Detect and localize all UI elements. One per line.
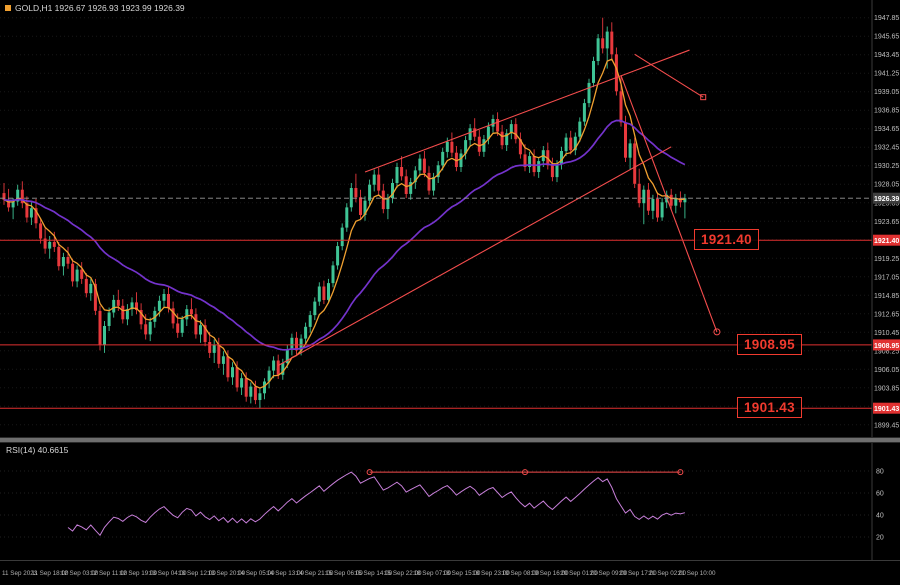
svg-text:1941.25: 1941.25 xyxy=(874,71,899,78)
svg-text:15 Sep 06:00: 15 Sep 06:00 xyxy=(325,570,363,577)
panel-divider[interactable] xyxy=(0,437,900,443)
chart-symbol-header: GOLD,H1 1926.67 1926.93 1923.99 1926.39 xyxy=(5,3,185,13)
svg-text:1928.05: 1928.05 xyxy=(874,182,899,189)
candlestick-chart[interactable]: 1899.451901.651903.851906.051908.251910.… xyxy=(0,0,900,437)
rsi-chart[interactable]: 20 40 60 80 xyxy=(0,443,900,560)
symbol-marker-icon xyxy=(5,5,11,11)
svg-text:1939.05: 1939.05 xyxy=(874,89,899,96)
svg-text:1914.85: 1914.85 xyxy=(874,293,899,300)
svg-text:20: 20 xyxy=(876,535,884,542)
svg-text:1947.85: 1947.85 xyxy=(874,15,899,22)
svg-text:20 Sep 09:00: 20 Sep 09:00 xyxy=(590,570,628,577)
svg-text:1901.43: 1901.43 xyxy=(874,406,899,413)
price-chart-panel[interactable]: 1899.451901.651903.851906.051908.251910.… xyxy=(0,0,900,437)
svg-text:13 Sep 12:00: 13 Sep 12:00 xyxy=(178,570,216,577)
svg-text:21 Sep 02:00: 21 Sep 02:00 xyxy=(649,570,687,577)
svg-text:12 Sep 03:00: 12 Sep 03:00 xyxy=(61,570,99,577)
svg-text:18 Sep 07:00: 18 Sep 07:00 xyxy=(414,570,452,577)
svg-text:12 Sep 11:00: 12 Sep 11:00 xyxy=(90,570,127,577)
price-level-label-1921[interactable]: 1921.40 xyxy=(694,229,759,251)
svg-text:1917.05: 1917.05 xyxy=(874,274,899,281)
svg-text:11 Sep 18:00: 11 Sep 18:00 xyxy=(31,570,68,577)
svg-text:1926.39: 1926.39 xyxy=(874,196,899,203)
svg-text:19 Sep 08:00: 19 Sep 08:00 xyxy=(502,570,540,577)
svg-text:1932.45: 1932.45 xyxy=(874,145,899,152)
svg-text:1912.65: 1912.65 xyxy=(874,311,899,318)
svg-text:13 Sep 04:00: 13 Sep 04:00 xyxy=(149,570,187,577)
svg-text:60: 60 xyxy=(876,491,884,498)
svg-text:1943.45: 1943.45 xyxy=(874,52,899,59)
svg-text:1908.95: 1908.95 xyxy=(874,343,899,350)
svg-text:18 Sep 23:00: 18 Sep 23:00 xyxy=(472,570,510,577)
svg-text:1936.85: 1936.85 xyxy=(874,108,899,115)
svg-text:18 Sep 15:00: 18 Sep 15:00 xyxy=(443,570,481,577)
svg-text:1921.40: 1921.40 xyxy=(874,238,899,245)
rsi-indicator-label: RSI(14) 40.6615 xyxy=(6,445,69,455)
svg-text:20 Sep 17:00: 20 Sep 17:00 xyxy=(619,570,657,577)
svg-text:1923.65: 1923.65 xyxy=(874,219,899,226)
symbol-ohlc-label: GOLD,H1 1926.67 1926.93 1923.99 1926.39 xyxy=(15,3,185,13)
svg-text:1906.05: 1906.05 xyxy=(874,367,899,374)
svg-text:21 Sep 10:00: 21 Sep 10:00 xyxy=(678,570,716,577)
svg-text:14 Sep 05:00: 14 Sep 05:00 xyxy=(237,570,275,577)
svg-text:19 Sep 16:00: 19 Sep 16:00 xyxy=(531,570,569,577)
svg-text:80: 80 xyxy=(876,469,884,476)
svg-text:11 Sep 2023: 11 Sep 2023 xyxy=(2,570,38,577)
price-level-label-1901[interactable]: 1901.43 xyxy=(737,397,802,419)
svg-text:1919.25: 1919.25 xyxy=(874,256,899,263)
svg-text:40: 40 xyxy=(876,513,884,520)
svg-text:12 Sep 19:00: 12 Sep 19:00 xyxy=(120,570,158,577)
svg-text:15 Sep 14:00: 15 Sep 14:00 xyxy=(355,570,393,577)
svg-text:1925.85: 1925.85 xyxy=(874,200,899,207)
svg-text:1910.45: 1910.45 xyxy=(874,330,899,337)
svg-text:1930.25: 1930.25 xyxy=(874,163,899,170)
rsi-indicator-panel[interactable]: 20 40 60 80 RSI(14) 40.6615 xyxy=(0,443,900,560)
svg-text:1934.65: 1934.65 xyxy=(874,126,899,133)
svg-text:14 Sep 13:00: 14 Sep 13:00 xyxy=(267,570,305,577)
svg-text:1945.65: 1945.65 xyxy=(874,34,899,41)
price-level-label-1908[interactable]: 1908.95 xyxy=(737,333,802,355)
time-axis[interactable]: 11 Sep 2023 11 Sep 18:00 12 Sep 03:00 12 Se… xyxy=(0,560,900,585)
svg-text:20 Sep 01:00: 20 Sep 01:00 xyxy=(560,570,598,577)
svg-text:15 Sep 22:00: 15 Sep 22:00 xyxy=(384,570,422,577)
svg-text:13 Sep 20:00: 13 Sep 20:00 xyxy=(208,570,246,577)
svg-text:1903.85: 1903.85 xyxy=(874,385,899,392)
svg-text:1908.25: 1908.25 xyxy=(874,348,899,355)
svg-text:1899.45: 1899.45 xyxy=(874,422,899,429)
svg-text:14 Sep 21:00: 14 Sep 21:00 xyxy=(296,570,334,577)
